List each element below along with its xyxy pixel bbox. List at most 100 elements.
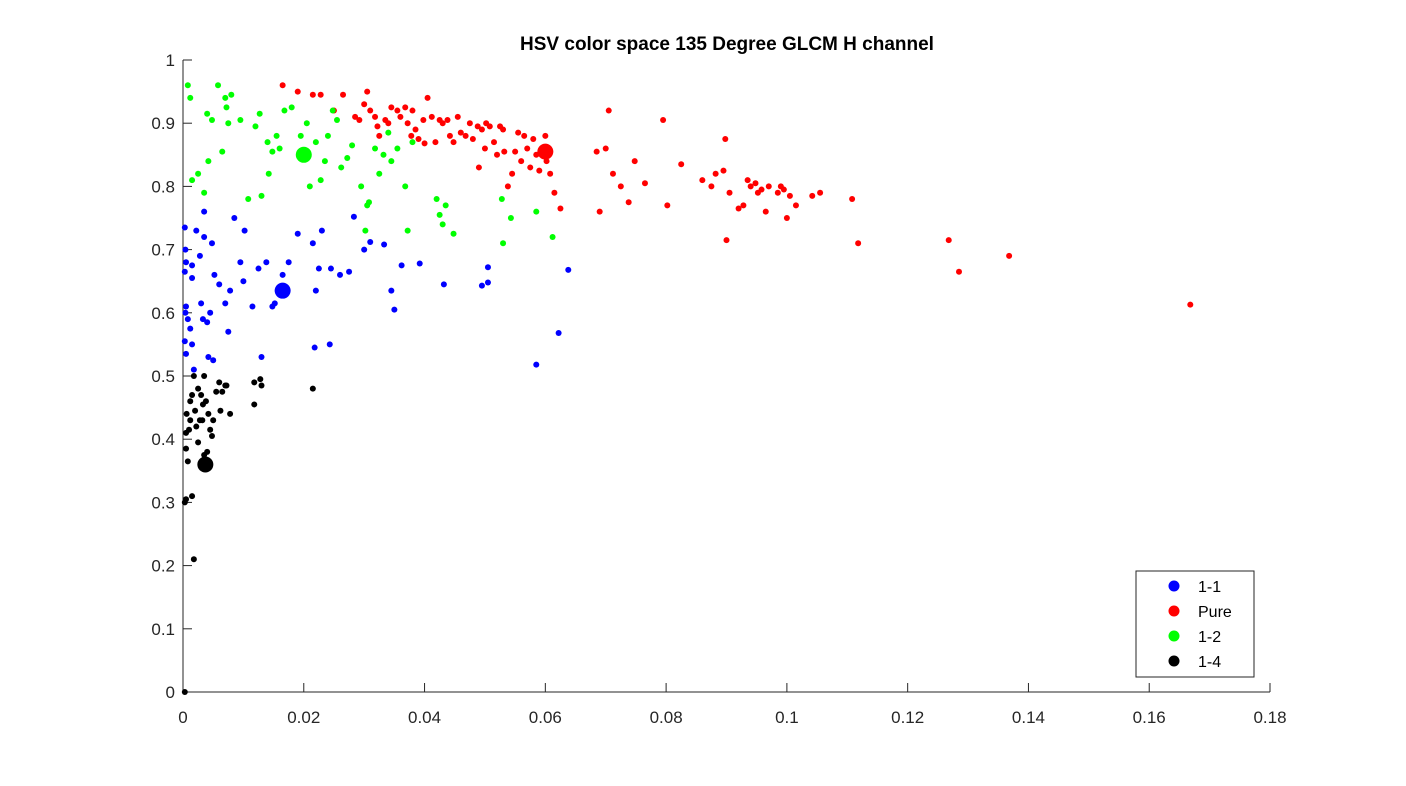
legend-label: 1-1: [1198, 579, 1221, 596]
y-tick-label: 0.2: [151, 557, 175, 576]
data-point-1-2: [498, 196, 505, 203]
data-point-pure: [279, 82, 286, 89]
data-point-1-4: [192, 407, 199, 414]
data-point-pure: [491, 139, 497, 146]
y-tick-label: 0.4: [151, 430, 175, 449]
data-point-1-1: [181, 268, 188, 275]
y-tick-label: 0.3: [151, 493, 175, 512]
data-point-1-2: [288, 104, 295, 111]
y-tick-label: 0: [166, 683, 175, 702]
data-point-1-2: [450, 230, 457, 237]
data-point-1-4: [195, 385, 202, 392]
data-point-1-1: [208, 240, 215, 247]
data-point-1-4: [198, 391, 205, 398]
data-point-1-4: [199, 417, 206, 424]
data-point-pure: [809, 192, 816, 199]
data-point-pure: [762, 208, 769, 215]
data-point-1-2: [344, 154, 351, 161]
data-point-1-1: [207, 309, 214, 316]
data-point-1-1: [337, 271, 344, 278]
data-point-1-2: [201, 189, 208, 196]
data-point-1-1: [318, 227, 325, 234]
data-point-pure: [409, 107, 416, 114]
data-point-pure: [593, 148, 600, 155]
data-point-1-2: [276, 145, 283, 152]
data-point-pure: [450, 139, 457, 146]
data-point-1-4: [213, 388, 220, 395]
data-point-pure: [605, 107, 612, 114]
legend-box: [1135, 570, 1255, 678]
data-point-pure: [664, 202, 671, 209]
legend: 1-1 Pure 1-2 1-4: [1135, 570, 1255, 678]
data-point-pure: [518, 158, 525, 165]
data-point-1-4: [201, 373, 208, 379]
data-point-1-2: [439, 221, 446, 228]
data-point-1-2: [195, 170, 202, 177]
data-point-1-2: [433, 196, 440, 203]
data-point-1-1: [258, 354, 265, 361]
data-point-pure: [855, 240, 862, 247]
data-point-pure: [356, 117, 363, 124]
data-point-1-4: [189, 493, 196, 500]
data-point-pure: [439, 120, 446, 127]
y-tick-label: 0.5: [151, 367, 175, 386]
data-point-1-1: [216, 281, 223, 288]
data-point-pure: [388, 104, 395, 111]
data-point-1-4: [195, 439, 202, 446]
data-point-pure: [457, 129, 464, 136]
data-point-1-2: [204, 110, 211, 117]
data-point-1-2: [380, 151, 387, 158]
data-point-1-1: [198, 300, 205, 307]
data-point-1-1: [388, 287, 395, 294]
data-point-1-2: [329, 107, 336, 114]
data-point-pure: [317, 91, 324, 98]
data-point-1-1: [193, 227, 200, 234]
data-point-1-1: [225, 328, 232, 335]
data-point-pure: [294, 88, 301, 95]
data-point-1-4: [216, 379, 223, 386]
data-point-1-2: [385, 129, 392, 136]
data-point-1-1: [205, 354, 212, 361]
data-point-1-1: [326, 341, 333, 348]
data-point-1-4: [309, 385, 316, 392]
data-point-1-2: [258, 192, 265, 199]
data-point-1-1: [189, 275, 196, 282]
data-point-1-2: [264, 139, 271, 146]
data-point-1-1: [222, 300, 229, 307]
data-point-1-4: [219, 388, 226, 395]
data-point-1-2: [312, 139, 319, 146]
data-point-1-2: [317, 177, 324, 184]
data-point-1-2: [187, 94, 194, 101]
data-point-1-4: [223, 382, 230, 389]
data-point-1-2: [205, 158, 212, 165]
data-point-1-2: [394, 145, 401, 152]
data-point-1-2: [265, 170, 272, 177]
data-point-1-1: [263, 259, 270, 266]
centroid-1-4: [197, 456, 214, 473]
data-point-pure: [660, 117, 667, 124]
data-point-pure: [444, 117, 451, 124]
data-point-pure: [474, 123, 481, 130]
x-tick-label: 0.04: [408, 708, 441, 727]
data-point-1-4: [193, 423, 200, 430]
data-point-pure: [699, 177, 706, 184]
data-point-1-2: [273, 132, 280, 139]
data-point-1-4: [257, 376, 264, 383]
data-point-1-2: [442, 202, 449, 209]
data-point-pure: [744, 177, 751, 184]
data-point-1-1: [182, 309, 189, 316]
data-point-1-1: [533, 361, 540, 368]
data-point-1-2: [362, 227, 369, 234]
data-point-pure: [501, 148, 508, 155]
data-point-pure: [340, 91, 347, 98]
data-point-pure: [752, 180, 759, 187]
legend-label: 1-4: [1198, 654, 1221, 671]
data-point-pure: [945, 237, 952, 244]
data-point-1-2: [306, 183, 313, 190]
data-point-pure: [454, 113, 461, 120]
x-tick-label: 0: [178, 708, 187, 727]
data-point-1-1: [249, 303, 256, 310]
data-point-1-4: [187, 417, 194, 424]
data-point-1-2: [500, 240, 507, 247]
